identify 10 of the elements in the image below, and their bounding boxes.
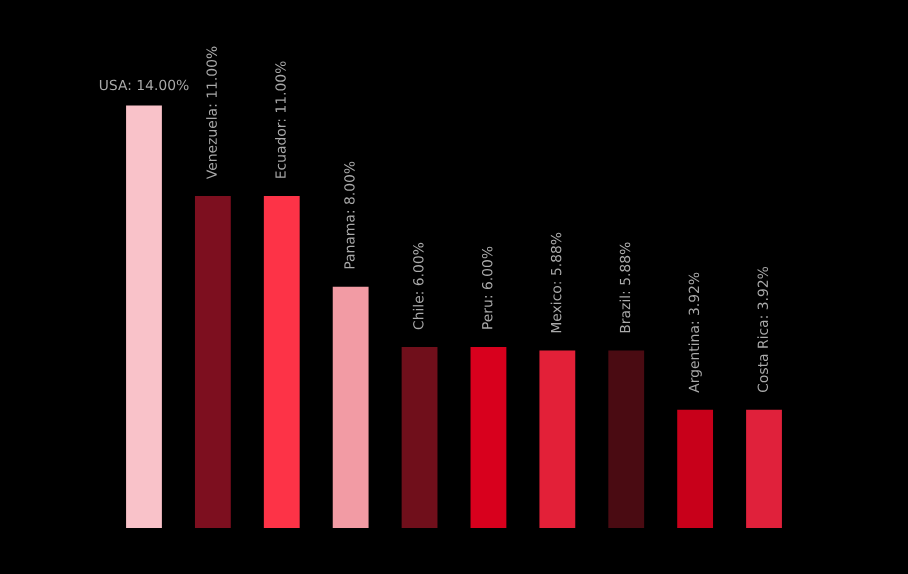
bar — [401, 346, 438, 528]
bar — [677, 409, 714, 528]
bar — [332, 286, 369, 528]
bar — [539, 350, 576, 528]
bar — [126, 105, 162, 528]
bar — [746, 409, 782, 528]
bar — [263, 196, 300, 528]
bar — [608, 350, 645, 528]
bar — [470, 346, 507, 528]
bar — [194, 196, 231, 528]
